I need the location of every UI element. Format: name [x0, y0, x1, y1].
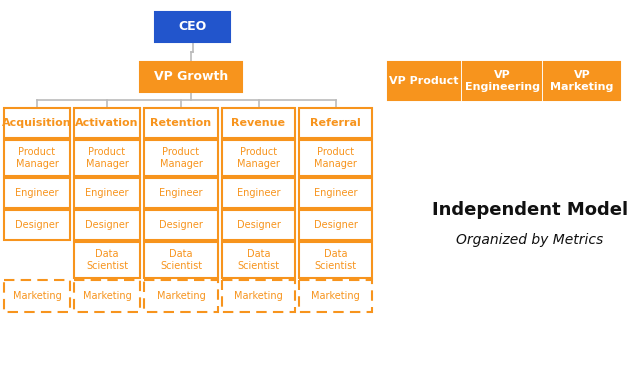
Text: Independent Model: Independent Model	[432, 201, 628, 219]
Text: Data
Scientist: Data Scientist	[86, 249, 128, 271]
Text: VP Product: VP Product	[389, 76, 459, 86]
Text: Data
Scientist: Data Scientist	[237, 249, 280, 271]
FancyBboxPatch shape	[299, 178, 372, 208]
FancyBboxPatch shape	[74, 108, 140, 138]
Text: Engineer: Engineer	[160, 188, 203, 198]
FancyBboxPatch shape	[74, 210, 140, 240]
FancyBboxPatch shape	[4, 210, 70, 240]
Text: Activation: Activation	[75, 118, 139, 128]
FancyBboxPatch shape	[299, 108, 372, 138]
FancyBboxPatch shape	[4, 280, 70, 312]
FancyBboxPatch shape	[388, 62, 460, 100]
Text: Product
Manager: Product Manager	[16, 147, 58, 169]
FancyBboxPatch shape	[299, 140, 372, 176]
Text: Designer: Designer	[313, 220, 358, 230]
FancyBboxPatch shape	[222, 242, 295, 278]
Text: Referral: Referral	[310, 118, 361, 128]
Text: Engineer: Engineer	[237, 188, 280, 198]
Text: Revenue: Revenue	[232, 118, 285, 128]
FancyBboxPatch shape	[74, 280, 140, 312]
FancyBboxPatch shape	[144, 242, 218, 278]
FancyBboxPatch shape	[299, 210, 372, 240]
Text: Product
Manager: Product Manager	[237, 147, 280, 169]
Text: Designer: Designer	[85, 220, 129, 230]
FancyBboxPatch shape	[74, 178, 140, 208]
FancyBboxPatch shape	[463, 62, 541, 100]
FancyBboxPatch shape	[144, 140, 218, 176]
Text: VP Growth: VP Growth	[154, 71, 228, 84]
Text: Engineer: Engineer	[85, 188, 128, 198]
Text: Product
Manager: Product Manager	[314, 147, 357, 169]
Text: Product
Manager: Product Manager	[160, 147, 203, 169]
FancyBboxPatch shape	[140, 62, 242, 92]
Text: Data
Scientist: Data Scientist	[160, 249, 202, 271]
Text: Retention: Retention	[151, 118, 211, 128]
FancyBboxPatch shape	[144, 108, 218, 138]
Text: Engineer: Engineer	[15, 188, 59, 198]
FancyBboxPatch shape	[155, 12, 230, 42]
FancyBboxPatch shape	[299, 242, 372, 278]
FancyBboxPatch shape	[222, 140, 295, 176]
Text: Data
Scientist: Data Scientist	[315, 249, 356, 271]
FancyBboxPatch shape	[144, 280, 218, 312]
FancyBboxPatch shape	[4, 178, 70, 208]
Text: CEO: CEO	[179, 21, 206, 33]
FancyBboxPatch shape	[544, 62, 620, 100]
FancyBboxPatch shape	[222, 178, 295, 208]
Text: Designer: Designer	[15, 220, 59, 230]
FancyBboxPatch shape	[144, 210, 218, 240]
Text: Marketing: Marketing	[156, 291, 205, 301]
Text: VP
Marketing: VP Marketing	[550, 70, 613, 92]
Text: VP
Engineering: VP Engineering	[465, 70, 539, 92]
Text: Marketing: Marketing	[234, 291, 283, 301]
FancyBboxPatch shape	[222, 210, 295, 240]
FancyBboxPatch shape	[4, 140, 70, 176]
FancyBboxPatch shape	[74, 242, 140, 278]
Text: Engineer: Engineer	[314, 188, 357, 198]
Text: Marketing: Marketing	[13, 291, 61, 301]
FancyBboxPatch shape	[74, 140, 140, 176]
Text: Marketing: Marketing	[311, 291, 360, 301]
FancyBboxPatch shape	[144, 178, 218, 208]
Text: Designer: Designer	[159, 220, 203, 230]
Text: Product
Manager: Product Manager	[85, 147, 128, 169]
FancyBboxPatch shape	[299, 280, 372, 312]
Text: Acquisition: Acquisition	[2, 118, 72, 128]
FancyBboxPatch shape	[222, 280, 295, 312]
Text: Organized by Metrics: Organized by Metrics	[456, 233, 604, 247]
FancyBboxPatch shape	[222, 108, 295, 138]
FancyBboxPatch shape	[4, 108, 70, 138]
Text: Designer: Designer	[237, 220, 280, 230]
Text: Marketing: Marketing	[83, 291, 132, 301]
